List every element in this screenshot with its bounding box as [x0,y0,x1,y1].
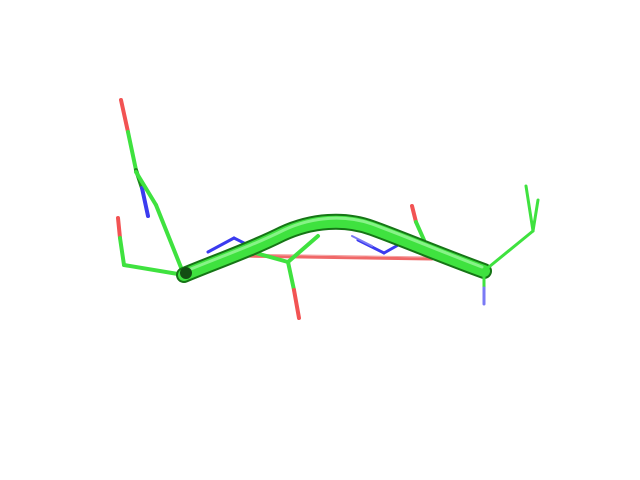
backbone-tube [176,213,492,283]
sidechain-n-terminal [119,98,186,277]
sidechain-left-hydroxyl [116,216,186,277]
sidechain-right-carbonyl [410,204,426,242]
sidechain-c-terminal [482,184,540,306]
